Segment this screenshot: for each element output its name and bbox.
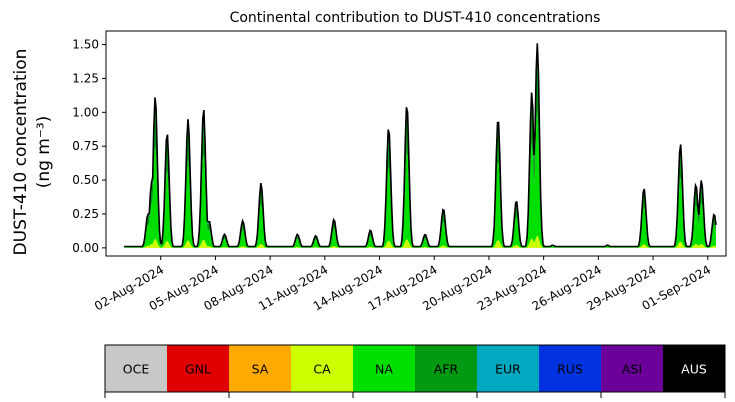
legend-label-gnl: GNL [185, 362, 211, 377]
legend-swatch-afr [415, 345, 478, 392]
y-axis-label: DUST-410 concentration (ng m⁻³) [11, 49, 54, 256]
legend-swatch-asi [601, 345, 664, 392]
legend-swatch-oce [105, 345, 168, 392]
legend-swatch-ca [291, 345, 354, 392]
y-axis: 0.00 0.25 0.50 0.75 1.00 1.25 1.50 [72, 38, 106, 255]
legend-label-aus: AUS [681, 362, 707, 377]
legend-swatch-aus [663, 345, 726, 392]
total-outline [124, 43, 717, 248]
legend-frame [104, 344, 726, 393]
legend-swatch-rus [539, 345, 602, 392]
legend-swatch-sa [229, 345, 292, 392]
legend-swatch-na [353, 345, 416, 392]
legend-swatch-gnl [167, 345, 230, 392]
colorbar-legend: OCE GNL SA CA NA AFR EUR RUS ASI AUS [104, 344, 726, 398]
plot-area [105, 30, 727, 257]
legend-label-rus: RUS [557, 362, 583, 377]
legend-label-na: NA [375, 362, 393, 377]
x-axis: 02-Aug-202405-Aug-202408-Aug-202411-Aug-… [92, 256, 713, 313]
legend-label-eur: EUR [495, 362, 521, 377]
y-tick-label: 1.00 [72, 105, 99, 119]
y-tick-label: 0.75 [72, 139, 99, 153]
legend-label-asi: ASI [622, 362, 642, 377]
y-tick-label: 0.25 [72, 207, 99, 221]
y-tick-label: 0.00 [72, 241, 99, 255]
legend-label-afr: AFR [434, 362, 459, 377]
chart-title: Continental contribution to DUST-410 con… [230, 10, 601, 26]
legend-label-ca: CA [313, 362, 331, 377]
y-axis-label-line2: (ng m⁻³) [34, 116, 54, 189]
legend-swatch-eur [477, 345, 540, 392]
y-tick-label: 0.50 [72, 173, 99, 187]
legend-label-sa: SA [252, 362, 269, 377]
y-tick-label: 1.50 [72, 38, 99, 52]
y-tick-label: 1.25 [72, 71, 99, 85]
y-axis-label-line1: DUST-410 concentration [11, 49, 31, 256]
plot-frame [105, 30, 727, 257]
legend-label-oce: OCE [123, 362, 150, 377]
